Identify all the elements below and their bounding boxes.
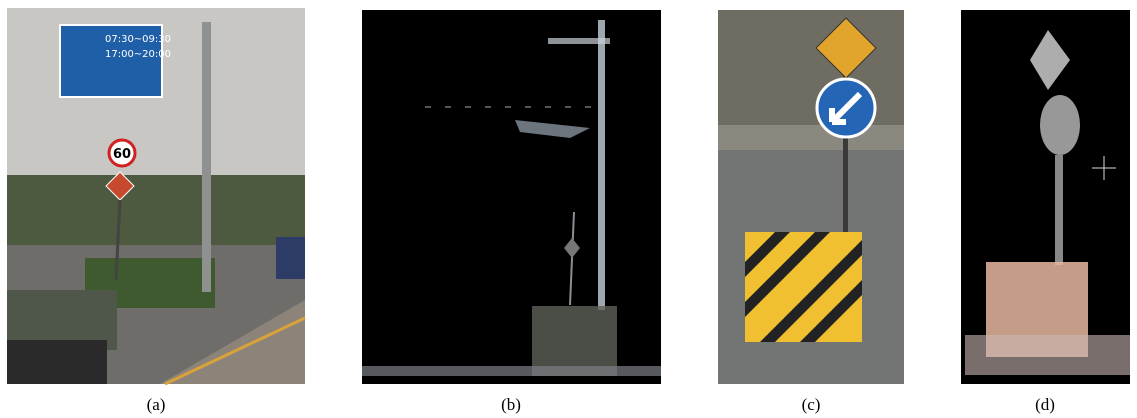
panel-c [718,10,904,384]
motorbike [7,340,107,384]
van [276,237,305,279]
panel-d [961,10,1130,384]
ground-points [532,306,617,376]
caption: (c) [802,395,821,414]
panel-b [362,10,661,384]
sign-points [548,38,610,44]
trees [7,175,305,245]
post-points [1055,155,1063,265]
caption: (d) [1035,395,1055,414]
sign-text: 60 [113,147,131,162]
curb-points [362,366,661,376]
caption: (a) [147,395,166,414]
sign-text: 07:30~09:30 [105,34,171,45]
sign-text: 17:00~20:00 [105,49,171,60]
pole-points [598,20,605,310]
sign-points [1040,95,1080,155]
panel-a: 07:30~09:30 17:00~20:00 60 [7,8,305,384]
ground-points [965,335,1130,375]
pole [202,22,211,292]
figure: 07:30~09:30 17:00~20:00 60 [0,0,1137,418]
caption: (b) [501,395,521,414]
